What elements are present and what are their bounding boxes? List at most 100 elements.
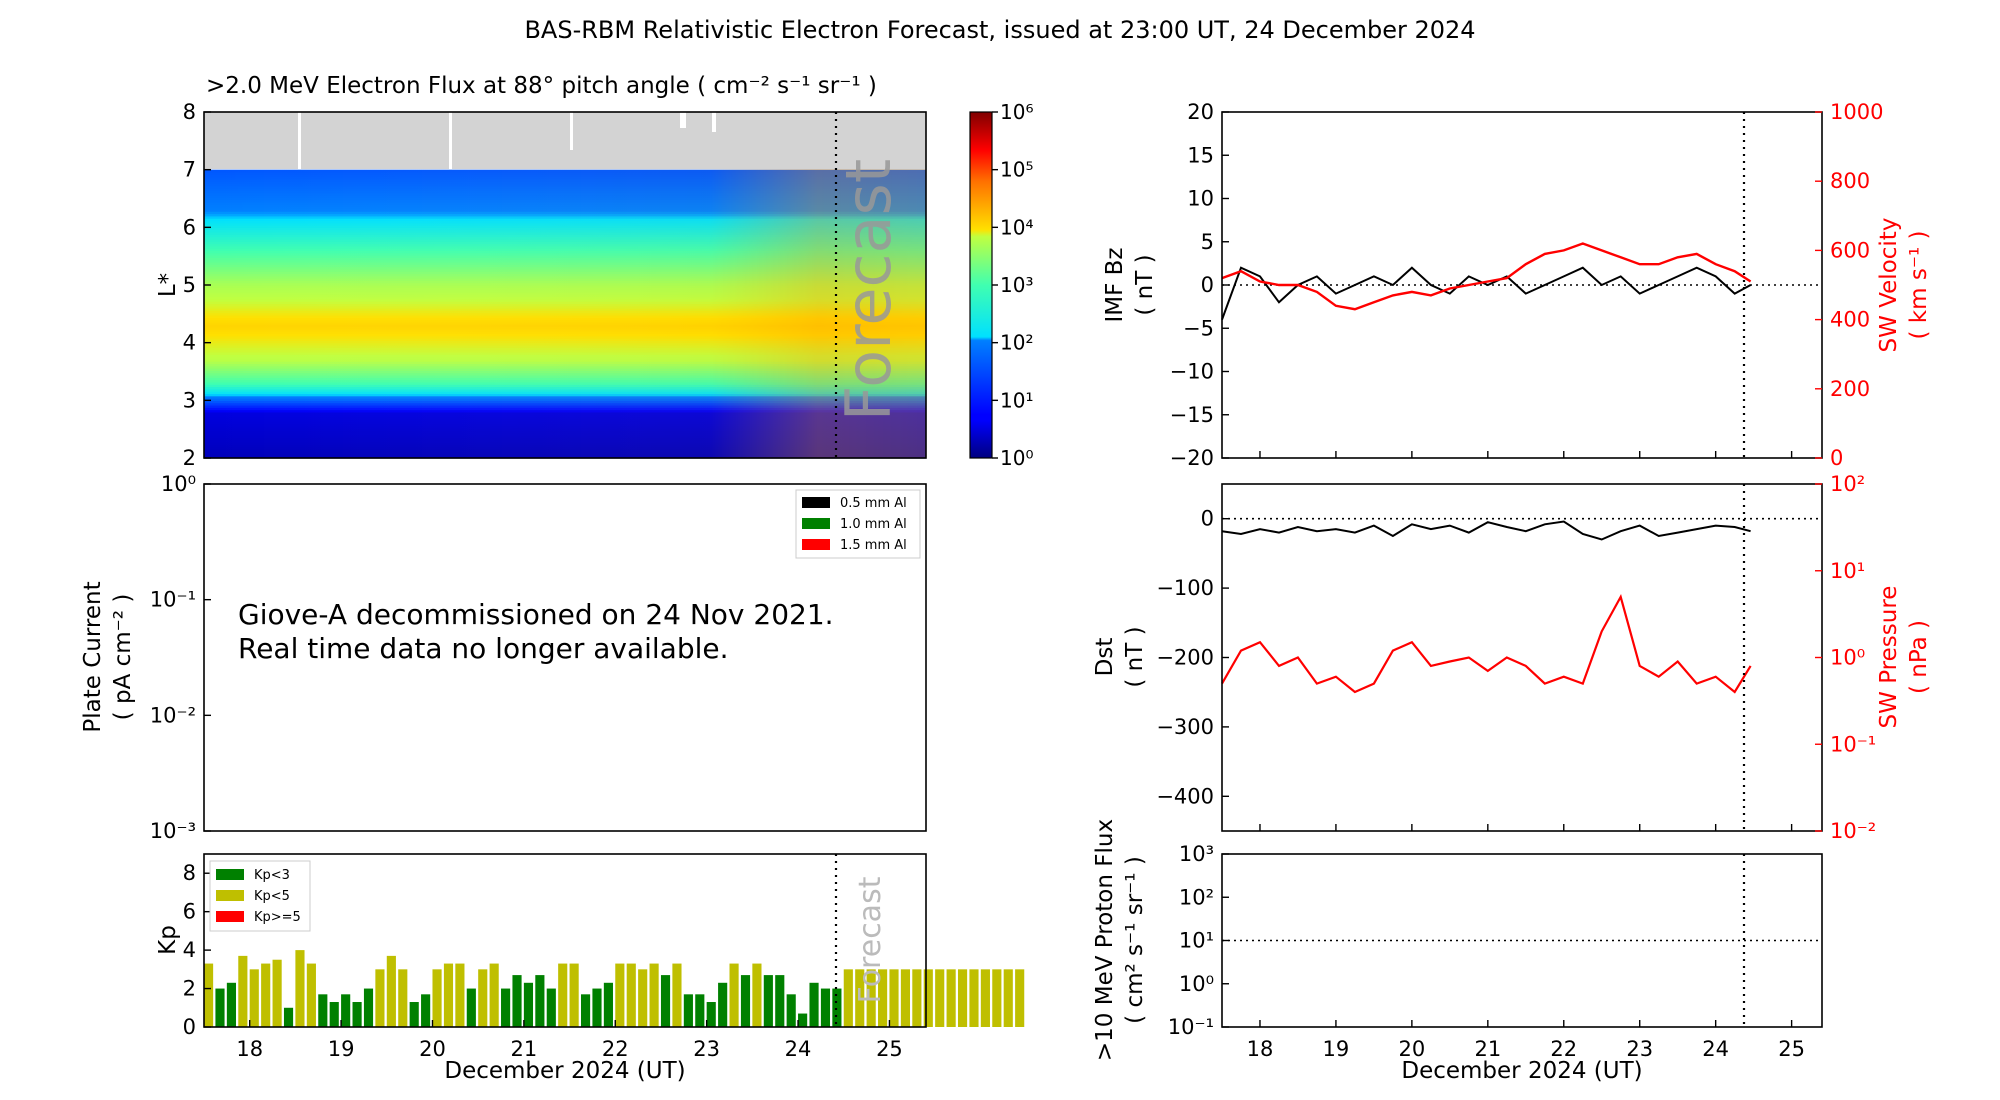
kp-bar — [809, 982, 819, 1027]
kp-bar — [306, 963, 316, 1027]
forecast-watermark: Forecast — [832, 159, 905, 421]
sw-velocity-units: ( km s⁻¹ ) — [1906, 231, 1932, 340]
kp-bar — [512, 975, 522, 1027]
y-tick-label: 15 — [1187, 143, 1214, 167]
flux-forecast-enhancement — [204, 169, 926, 458]
kp-bar — [638, 969, 648, 1027]
y-tick-label: 10⁻¹ — [150, 588, 196, 612]
kp-bar — [535, 975, 545, 1027]
y-tick-label: −100 — [1156, 576, 1214, 600]
kp-bar — [626, 963, 636, 1027]
x-tick-label: 24 — [1702, 1037, 1729, 1061]
kp-bar — [283, 1007, 294, 1027]
kp-bar — [466, 988, 476, 1027]
x-tick-label: 25 — [876, 1037, 903, 1061]
kp-forecast-watermark: Forecast — [853, 876, 888, 1003]
kp-bar — [889, 969, 899, 1027]
kp-bar — [923, 969, 933, 1027]
kp-bar — [752, 963, 762, 1027]
no-data-region — [204, 112, 926, 169]
proton-flux-panel: 10⁻¹ 10⁰ 10¹ 10² 10³ 18 19 20 21 22 23 24 25 >10 Me… — [1092, 819, 1823, 1084]
x-tick-label: 21 — [511, 1037, 538, 1061]
kp-bar — [740, 975, 751, 1027]
proton-x-axis: 18 19 20 21 22 23 24 25 — [1247, 1020, 1805, 1061]
kp-bar — [204, 963, 214, 1027]
decommission-notice-2: Real time data no longer available. — [238, 632, 729, 665]
kp-bar — [421, 994, 431, 1027]
x-tick-label: 18 — [236, 1037, 263, 1061]
proton-yunits: ( cm² s⁻¹ sr⁻¹ ) — [1122, 856, 1148, 1024]
kp-bar — [249, 969, 259, 1027]
kp-bar — [1015, 969, 1025, 1027]
kp-bar — [546, 988, 556, 1027]
kp-bar — [866, 969, 876, 1027]
kp-bar — [1003, 969, 1013, 1027]
colorbar-tick-label: 10⁰ — [1000, 446, 1033, 470]
kp-bar — [580, 994, 591, 1027]
kp-bar — [660, 975, 671, 1027]
plate-current-y-axis: 10⁻³ 10⁻² 10⁻¹ 10⁰ — [150, 472, 211, 843]
y-tick-label: −300 — [1156, 715, 1214, 739]
electron-flux-ylabel: L* — [155, 273, 181, 297]
imf-x-ticks — [1259, 451, 1793, 458]
imf-panel: −20 −15 −10 −5 0 5 10 15 20 0 200 400 600 800 1000 IM… — [1102, 100, 1932, 470]
electron-flux-y-axis: 2 3 4 5 6 7 8 — [183, 100, 211, 470]
kp-bar — [969, 969, 979, 1027]
proton-xlabel: December 2024 (UT) — [1401, 1058, 1642, 1084]
kp-bar — [295, 950, 305, 1027]
colorbar-tick-label: 10⁶ — [1000, 100, 1033, 124]
y-tick-label: 10⁰ — [1179, 972, 1214, 996]
dst-yunits: ( nT ) — [1122, 626, 1148, 687]
kp-bar — [375, 969, 385, 1027]
y-tick-label: −200 — [1156, 646, 1214, 670]
y-tick-label: 0 — [183, 1015, 196, 1039]
kp-bar — [843, 969, 853, 1027]
sw-velocity-line — [1221, 242, 1752, 311]
legend-label-05: 0.5 mm Al — [840, 496, 907, 511]
y-tick-label: 4 — [183, 938, 196, 962]
data-gap — [712, 112, 716, 132]
sw-pressure-label: SW Pressure — [1876, 586, 1902, 729]
kp-legend-swatch-low — [216, 869, 244, 880]
data-gap — [449, 112, 452, 192]
kp-bar — [443, 963, 454, 1027]
kp-bar — [238, 955, 248, 1027]
sw-velocity-label: SW Velocity — [1876, 218, 1902, 353]
kp-bar — [363, 988, 374, 1027]
x-tick-label: 19 — [1323, 1037, 1350, 1061]
proton-ylabel: >10 MeV Proton Flux — [1092, 819, 1118, 1061]
y-tick-label: 10⁻³ — [150, 819, 196, 843]
decommission-notice: Giove-A decommissioned on 24 Nov 2021. — [238, 598, 834, 631]
kp-legend: Kp<3 Kp<5 Kp>=5 — [209, 860, 311, 932]
plate-current-panel: 10⁻³ 10⁻² 10⁻¹ 10⁰ Plate Current ( pA cm⁻² … — [80, 472, 927, 843]
y-tick-label: 400 — [1830, 308, 1870, 332]
x-tick-label: 20 — [419, 1037, 446, 1061]
y-tick-label: 2 — [183, 446, 196, 470]
dst-background — [1222, 484, 1822, 831]
sw-pressure-line — [1221, 593, 1752, 694]
imf-yunits: ( nT ) — [1132, 254, 1158, 315]
y-tick-label: −20 — [1170, 446, 1214, 470]
sw-velocity-y-axis: 0 200 400 600 800 1000 — [1815, 100, 1883, 470]
x-tick-label: 22 — [602, 1037, 629, 1061]
kp-bar — [352, 1002, 362, 1027]
y-tick-label: −10 — [1170, 360, 1214, 384]
kp-bar — [603, 982, 613, 1027]
kp-bar — [878, 969, 888, 1027]
kp-legend-swatch-mid — [216, 890, 244, 901]
kp-bar — [775, 975, 785, 1027]
legend-label-10: 1.0 mm Al — [840, 517, 907, 532]
legend-swatch-10 — [802, 518, 830, 529]
kp-bar — [718, 982, 728, 1027]
y-tick-label: 10⁰ — [161, 472, 196, 496]
kp-bar — [455, 963, 465, 1027]
kp-bar — [501, 988, 511, 1027]
electron-flux-panel: >2.0 MeV Electron Flux at 88° pitch angl… — [155, 73, 1033, 470]
x-tick-label: 24 — [785, 1037, 812, 1061]
kp-bar — [592, 988, 602, 1027]
y-tick-label: 10¹ — [1179, 929, 1214, 953]
kp-bar — [832, 988, 842, 1027]
x-tick-label: 25 — [1778, 1037, 1805, 1061]
kp-bar — [912, 969, 922, 1027]
x-tick-label: 18 — [1247, 1037, 1274, 1061]
